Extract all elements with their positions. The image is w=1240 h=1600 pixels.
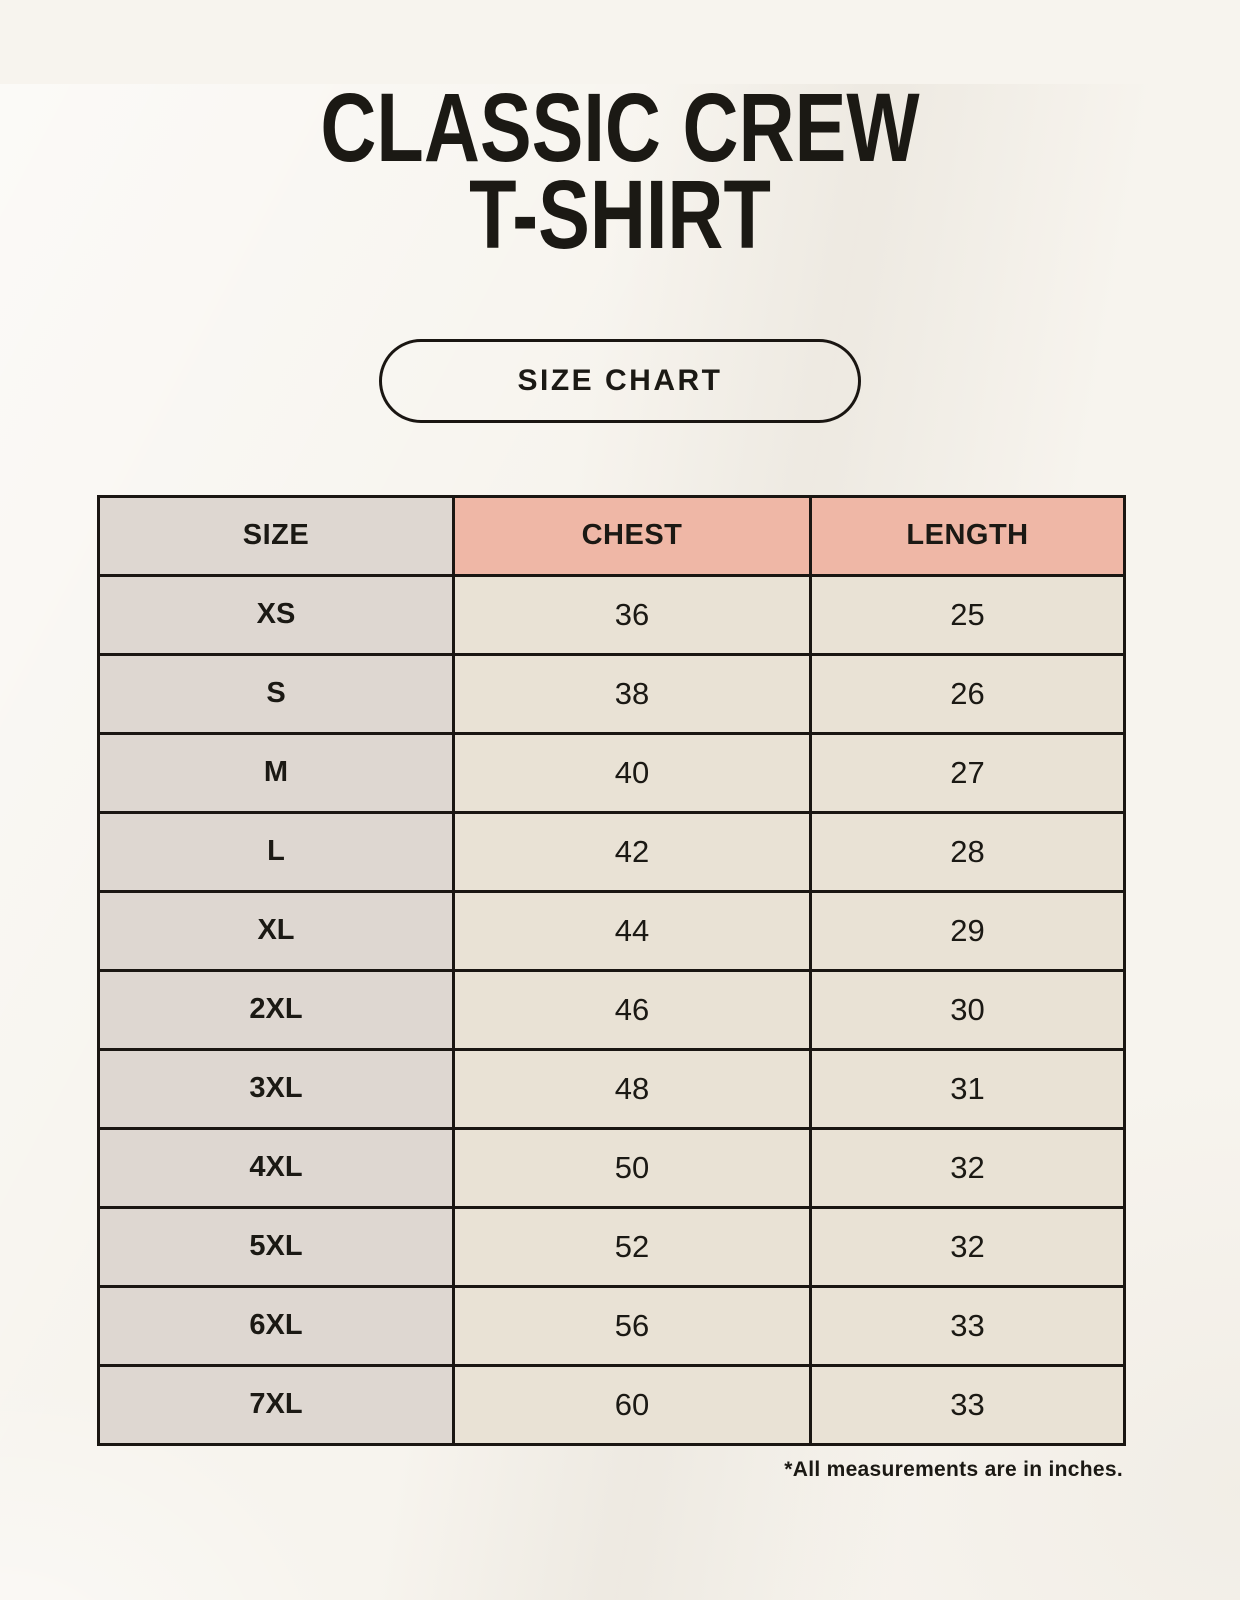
table-row: 2XL 46 30 [97,968,1126,1051]
column-header-chest: CHEST [452,494,812,577]
table-row: 6XL 56 33 [97,1284,1126,1367]
table-row: XS 36 25 [97,573,1126,656]
length-cell: 28 [809,810,1126,893]
table-row: 5XL 52 32 [97,1205,1126,1288]
length-cell: 30 [809,968,1126,1051]
header-row: SIZE CHEST LENGTH [97,494,1126,577]
table-row: 3XL 48 31 [97,1047,1126,1130]
table-row: S 38 26 [97,652,1126,735]
length-cell: 33 [809,1363,1126,1446]
page-title-line1: CLASSIC CREW [320,73,920,182]
chest-cell: 48 [452,1047,812,1130]
length-cell: 32 [809,1126,1126,1209]
table-row: L 42 28 [97,810,1126,893]
chest-cell: 60 [452,1363,812,1446]
size-chart-page: CLASSIC CREW T-SHIRT SIZE CHART SIZE CHE… [0,73,1240,1600]
length-cell: 26 [809,652,1126,735]
chest-cell: 44 [452,889,812,972]
size-cell: 5XL [97,1205,455,1288]
size-cell: M [97,731,455,814]
page-title-line2: T-SHIRT [469,160,771,270]
chest-cell: 52 [452,1205,812,1288]
size-cell: S [97,652,455,735]
chest-cell: 40 [452,731,812,814]
size-chart-button-label: SIZE CHART [517,363,723,397]
length-cell: 32 [809,1205,1126,1288]
chest-cell: 46 [452,968,812,1051]
measurements-footnote: *All measurements are in inches. [784,1457,1123,1481]
chest-cell: 38 [452,652,812,735]
length-cell: 33 [809,1284,1126,1367]
chest-cell: 56 [452,1284,812,1367]
size-cell: L [97,810,455,893]
size-cell: 3XL [97,1047,455,1130]
size-chart-button[interactable]: SIZE CHART [379,338,861,423]
table-row: 7XL 60 33 [97,1363,1126,1446]
table-row: M 40 27 [97,731,1126,814]
table-row: XL 44 29 [97,889,1126,972]
size-cell: 6XL [97,1284,455,1367]
length-cell: 25 [809,573,1126,656]
chest-cell: 42 [452,810,812,893]
size-cell: 4XL [97,1126,455,1209]
size-cell: 7XL [97,1363,455,1446]
size-cell: XS [97,573,455,656]
column-header-length: LENGTH [809,494,1126,577]
size-cell: 2XL [97,968,455,1051]
table-row: 4XL 50 32 [97,1126,1126,1209]
length-cell: 27 [809,731,1126,814]
size-cell: XL [97,889,455,972]
chest-cell: 50 [452,1126,812,1209]
column-header-size: SIZE [97,494,455,577]
length-cell: 31 [809,1047,1126,1130]
size-table: SIZE CHEST LENGTH XS 36 25 S 38 26 [97,494,1126,1446]
length-cell: 29 [809,889,1126,972]
page-title: CLASSIC CREW T-SHIRT [124,73,1116,270]
chest-cell: 36 [452,573,812,656]
size-table-container: SIZE CHEST LENGTH XS 36 25 S 38 26 [97,494,1126,1482]
